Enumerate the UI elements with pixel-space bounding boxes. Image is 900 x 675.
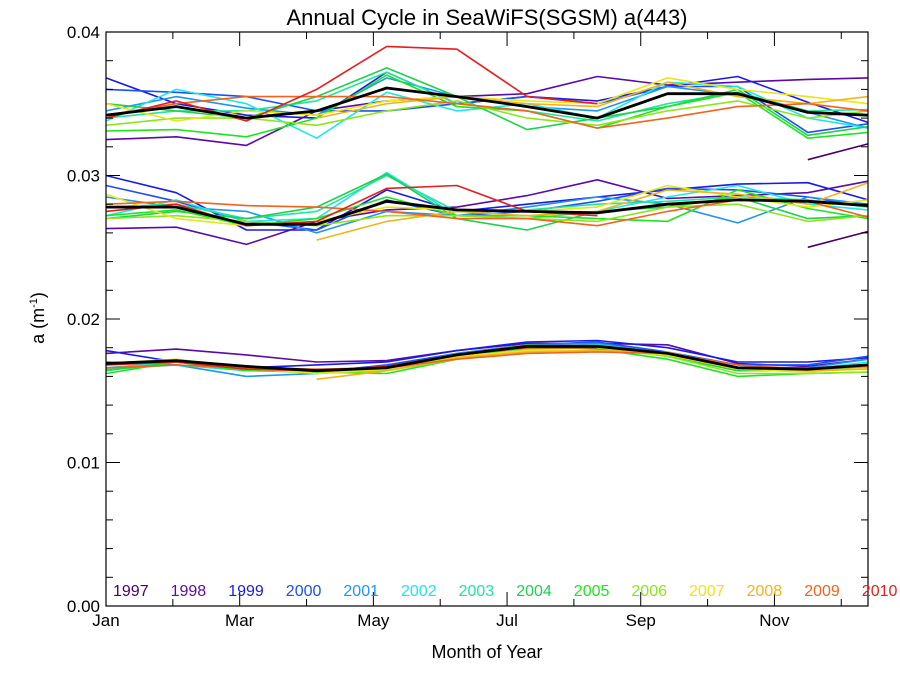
y-tick-label: 0.01 [67, 454, 100, 473]
series-1998-upper-line [105, 75, 869, 147]
series-2010-upper-line [105, 45, 598, 122]
series-2007-upper-line [105, 77, 869, 122]
x-tick-label: Jul [496, 611, 518, 630]
series-2008-upper-line [316, 81, 869, 119]
legend-item-2009: 2009 [804, 583, 840, 600]
legend-item-2002: 2002 [401, 583, 437, 600]
legend-item-2010: 2010 [862, 583, 898, 600]
legend-item-2007: 2007 [689, 583, 725, 600]
mean-middle-line [106, 198, 869, 226]
legend-item-2005: 2005 [574, 583, 610, 600]
series-2009-upper-line [105, 95, 869, 129]
series-2005-middle-line [105, 189, 869, 227]
legend-item-1997: 1997 [113, 583, 149, 600]
legend-item-2008: 2008 [747, 583, 783, 600]
series-1997-upper-line [807, 143, 869, 161]
chart-title: Annual Cycle in SeaWiFS(SGSM) a(443) [286, 5, 687, 30]
x-axis-label: Month of Year [431, 642, 542, 662]
legend-item-2001: 2001 [343, 583, 379, 600]
y-tick-label: 0.04 [67, 23, 100, 42]
x-tick-label: May [357, 611, 390, 630]
mean-upper-line [105, 86, 869, 120]
series-2010-middle-line [105, 184, 598, 227]
legend-item-2006: 2006 [631, 583, 667, 600]
x-tick-label: Sep [626, 611, 656, 630]
y-tick-label: 0.02 [67, 310, 100, 329]
y-tick-label: 0.03 [67, 167, 100, 186]
legend-item-2003: 2003 [459, 583, 495, 600]
series-1997-middle-line [807, 230, 869, 249]
plot-lines [105, 45, 869, 381]
legend-item-1998: 1998 [171, 583, 207, 600]
axes: 0.00 0.01 0.02 0.03 0.04 Jan Mar May Jul Sep Nov [67, 23, 869, 630]
legend-item-1999: 1999 [228, 583, 264, 600]
x-tick-label: Jan [92, 611, 119, 630]
legend-item-2000: 2000 [286, 583, 322, 600]
y-axis-label: a (m-1) [28, 292, 48, 344]
legend: 1997 1998 1999 2000 2001 2002 2003 2004 2005 2006… [113, 583, 897, 600]
x-tick-label: Nov [759, 611, 790, 630]
y-tick-label: 0.00 [67, 597, 100, 616]
legend-item-2004: 2004 [516, 583, 552, 600]
mean-lower-line [105, 344, 869, 373]
x-tick-label: Mar [225, 611, 255, 630]
